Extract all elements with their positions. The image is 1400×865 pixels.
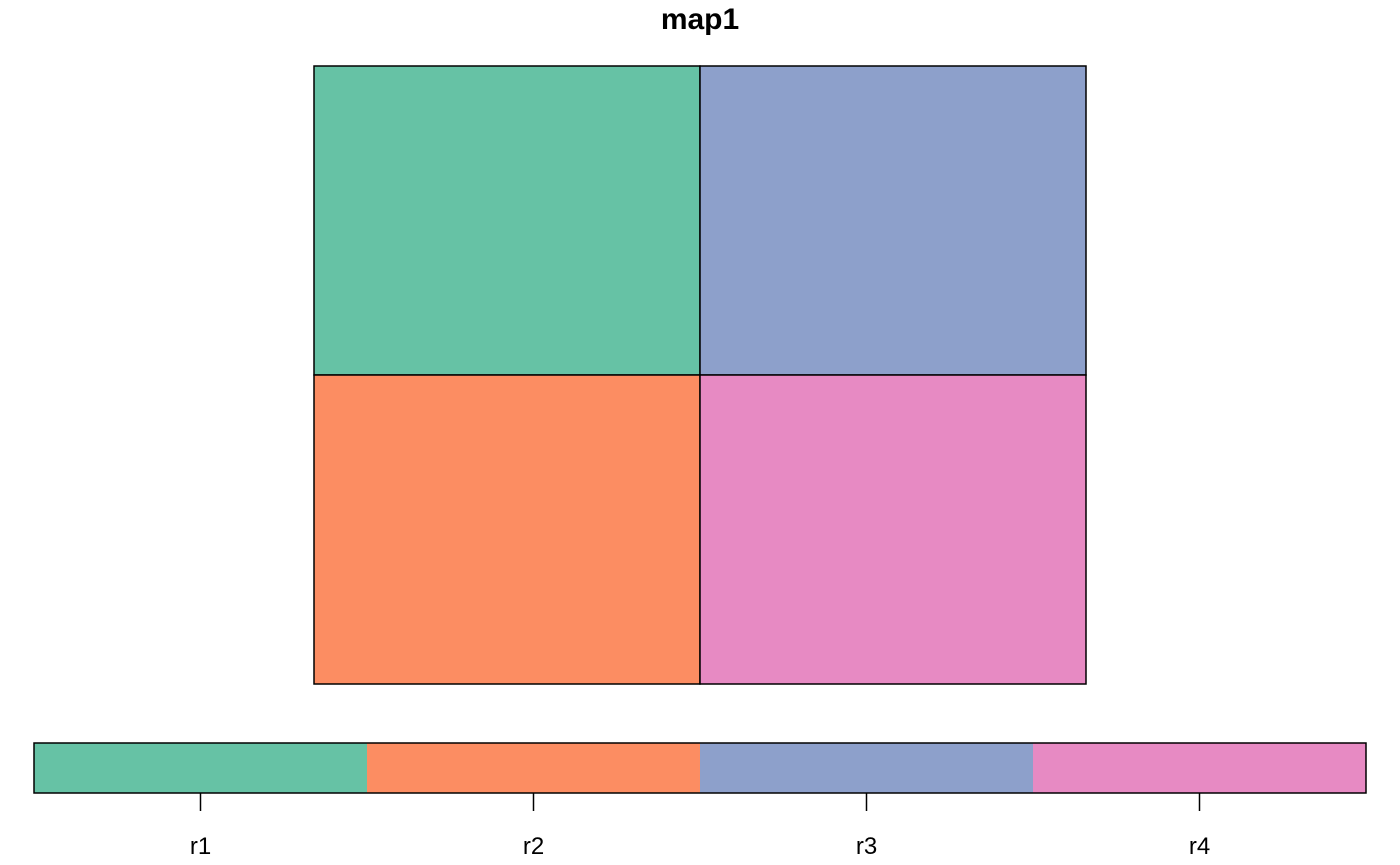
legend-label-r1: r1 <box>190 833 211 860</box>
raster-cell-r2 <box>313 374 701 685</box>
legend-frame <box>33 742 1367 794</box>
legend-label-r3: r3 <box>856 833 877 860</box>
legend-labels: r1 r2 r3 r4 <box>190 833 1210 860</box>
legend-swatch-r4 <box>1033 743 1366 793</box>
raster-grid <box>313 65 1087 685</box>
legend-swatch-r1 <box>34 743 367 793</box>
legend-ticks <box>199 793 1201 811</box>
raster-cell-r1 <box>313 65 701 376</box>
legend-swatch-r3 <box>700 743 1033 793</box>
map-title: map1 <box>660 3 740 36</box>
raster-cell-r3 <box>699 65 1087 376</box>
legend-label-r2: r2 <box>523 833 544 860</box>
raster-cell-r4 <box>699 374 1087 685</box>
legend-bar <box>34 743 1366 793</box>
legend-label-r4: r4 <box>1189 833 1210 860</box>
legend-swatch-r2 <box>367 743 700 793</box>
